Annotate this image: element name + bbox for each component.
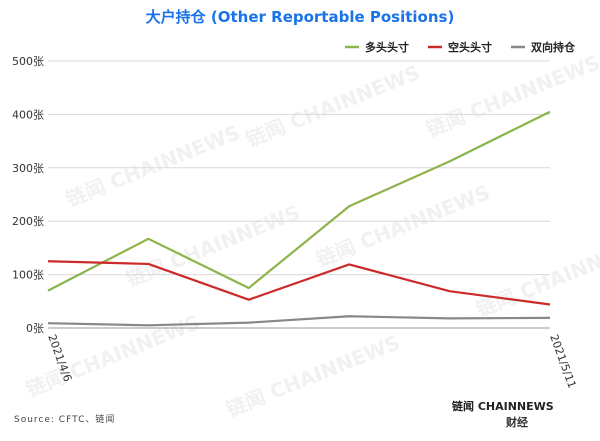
x-tick-label: 2021/5/11 — [547, 333, 579, 390]
source-note: Source: CFTC、链闻 — [14, 415, 116, 425]
series-line — [47, 260, 551, 306]
y-tick-label: 400张 — [12, 108, 44, 121]
chart-legend: 多头头寸 空头头寸 双向持仓 — [345, 40, 576, 54]
x-axis: 2021/4/6 2021/5/11 — [45, 333, 579, 390]
legend-label: 空头头寸 — [448, 40, 492, 54]
legend-label: 双向持仓 — [531, 40, 576, 54]
chart-series — [47, 110, 551, 327]
chart-title: 大户持仓 (Other Reportable Positions) — [145, 8, 455, 26]
legend-label: 多头头寸 — [365, 40, 409, 54]
y-tick-label: 200张 — [12, 215, 44, 228]
series-line — [47, 315, 551, 327]
y-tick-label: 500张 — [12, 55, 44, 68]
x-tick-label: 2021/4/6 — [45, 333, 74, 384]
brand-logo-secondary: 财经 — [506, 416, 528, 429]
y-tick-label: 300张 — [12, 162, 44, 175]
y-axis: 0张 100张 200张 300张 400张 500张 — [12, 55, 44, 335]
series-line — [47, 110, 551, 292]
y-tick-label: 100张 — [12, 269, 44, 282]
brand-logo: 链闻 CHAINNEWS — [452, 400, 554, 413]
y-tick-label: 0张 — [26, 322, 44, 335]
chart-grid — [48, 60, 550, 329]
